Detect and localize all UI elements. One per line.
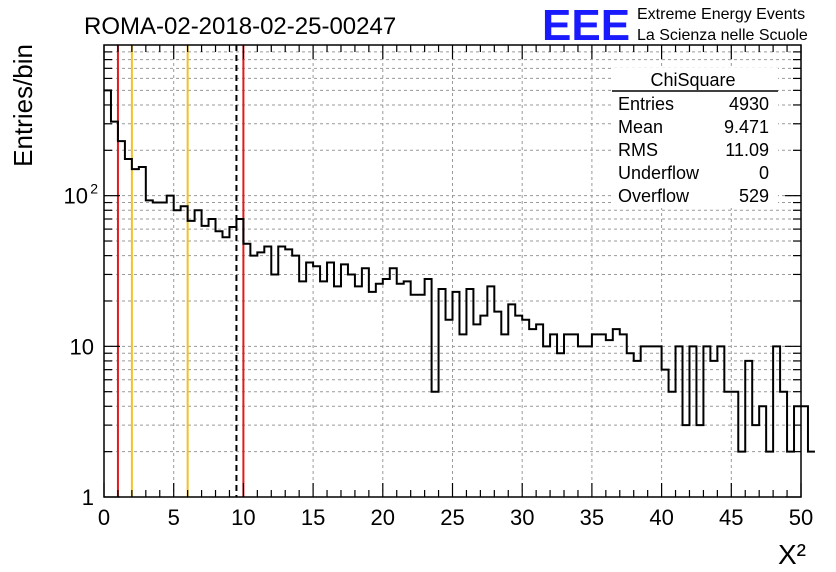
- stats-row-label: Overflow: [618, 186, 690, 206]
- stats-row-value: 0: [759, 163, 769, 183]
- logo-line-2: La Scienza nelle Scuole: [637, 27, 808, 44]
- x-tick-label: 40: [649, 505, 673, 530]
- axis-ticks: [103, 45, 802, 498]
- x-tick-label: 20: [371, 505, 395, 530]
- stats-box: ChiSquare Entries 4930 Mean 9.471 RMS 11.09 Un…: [612, 68, 778, 208]
- x-tick-label: 25: [440, 505, 464, 530]
- y-axis-title: Entries/bin: [8, 44, 38, 167]
- x-tick-label: 5: [168, 505, 180, 530]
- grid-lines: [104, 45, 801, 497]
- eee-logo: EEE Extreme Energy Events La Scienza nel…: [542, 1, 808, 50]
- x-tick-label: 30: [510, 505, 534, 530]
- y-tick-label: 1: [82, 485, 94, 510]
- x-tick-label: 15: [301, 505, 325, 530]
- stats-row-value: 11.09: [725, 140, 769, 160]
- x-tick-label: 35: [580, 505, 604, 530]
- stats-row-value: 529: [739, 186, 769, 206]
- histogram-series: [104, 89, 815, 453]
- stats-box-title: ChiSquare: [650, 70, 735, 90]
- stats-row-label: Underflow: [618, 163, 700, 183]
- stats-row-label: Mean: [618, 117, 663, 137]
- cut-lines: [116, 45, 245, 497]
- x-tick-label: 45: [719, 505, 743, 530]
- y-tick-label: 10: [70, 334, 94, 359]
- logo-mark: EEE: [542, 1, 630, 50]
- stats-row-label: Entries: [618, 94, 674, 114]
- y-tick-label-exponent: 2: [90, 181, 98, 197]
- stats-rows: Entries 4930 Mean 9.471 RMS 11.09 Underflow 0 Ov…: [618, 94, 769, 206]
- logo-line-1: Extreme Energy Events: [637, 6, 805, 23]
- stats-row-value: 4930: [729, 94, 769, 114]
- x-axis-title: X²: [778, 539, 806, 570]
- stats-row-value: 9.471: [724, 117, 769, 137]
- x-tick-label: 50: [789, 505, 813, 530]
- x-tick-label: 0: [98, 505, 110, 530]
- y-tick-label: 10: [64, 184, 88, 209]
- stats-row-label: RMS: [618, 140, 658, 160]
- chart-title: ROMA-02-2018-02-25-00247: [84, 13, 396, 40]
- x-tick-label: 10: [231, 505, 255, 530]
- x-tick-labels: 0 5 10 15 20 25 30 35 40 45 50: [98, 505, 813, 530]
